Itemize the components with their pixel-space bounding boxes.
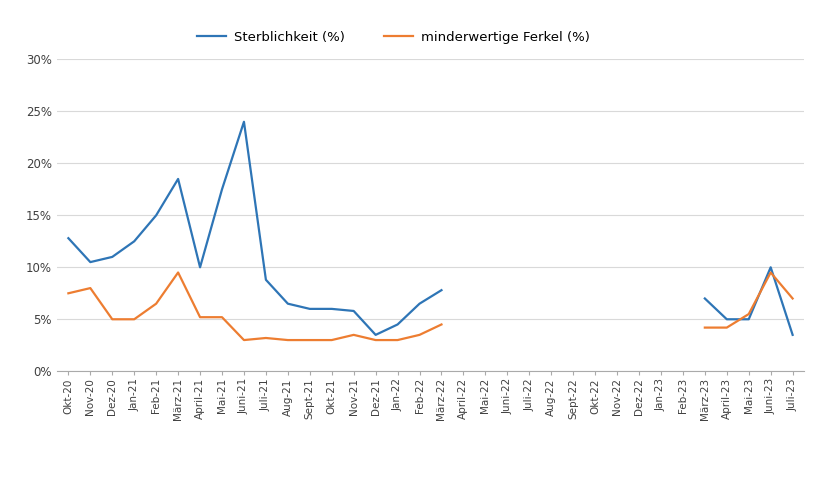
Sterblichkeit (%) [436, 287, 446, 293]
minderwertige Ferkel (%) [370, 337, 380, 343]
Sterblichkeit (%) [173, 176, 183, 182]
minderwertige Ferkel (%) [327, 337, 337, 343]
Sterblichkeit (%) [260, 277, 270, 283]
minderwertige Ferkel (%) [239, 337, 249, 343]
minderwertige Ferkel (%) [414, 332, 424, 338]
minderwertige Ferkel (%) [348, 332, 358, 338]
Sterblichkeit (%) [392, 322, 402, 328]
Sterblichkeit (%) [195, 264, 205, 270]
minderwertige Ferkel (%) [392, 337, 402, 343]
Line: Sterblichkeit (%): Sterblichkeit (%) [68, 122, 441, 335]
Sterblichkeit (%) [63, 235, 73, 241]
minderwertige Ferkel (%) [260, 335, 270, 341]
minderwertige Ferkel (%) [129, 316, 139, 322]
minderwertige Ferkel (%) [173, 269, 183, 275]
Sterblichkeit (%) [370, 332, 380, 338]
Sterblichkeit (%) [414, 300, 424, 306]
minderwertige Ferkel (%) [107, 316, 117, 322]
Sterblichkeit (%) [217, 186, 227, 192]
Sterblichkeit (%) [327, 306, 337, 312]
Sterblichkeit (%) [151, 212, 161, 218]
minderwertige Ferkel (%) [63, 290, 73, 296]
minderwertige Ferkel (%) [151, 300, 161, 306]
Legend: Sterblichkeit (%), minderwertige Ferkel (%): Sterblichkeit (%), minderwertige Ferkel … [191, 25, 595, 49]
Sterblichkeit (%) [283, 300, 292, 306]
Sterblichkeit (%) [348, 308, 358, 314]
minderwertige Ferkel (%) [436, 322, 446, 328]
Sterblichkeit (%) [107, 254, 117, 260]
Sterblichkeit (%) [239, 119, 249, 125]
Line: minderwertige Ferkel (%): minderwertige Ferkel (%) [68, 272, 441, 340]
minderwertige Ferkel (%) [217, 314, 227, 320]
Sterblichkeit (%) [85, 259, 95, 265]
minderwertige Ferkel (%) [283, 337, 292, 343]
minderwertige Ferkel (%) [85, 285, 95, 291]
Sterblichkeit (%) [305, 306, 314, 312]
minderwertige Ferkel (%) [195, 314, 205, 320]
Sterblichkeit (%) [129, 238, 139, 244]
minderwertige Ferkel (%) [305, 337, 314, 343]
